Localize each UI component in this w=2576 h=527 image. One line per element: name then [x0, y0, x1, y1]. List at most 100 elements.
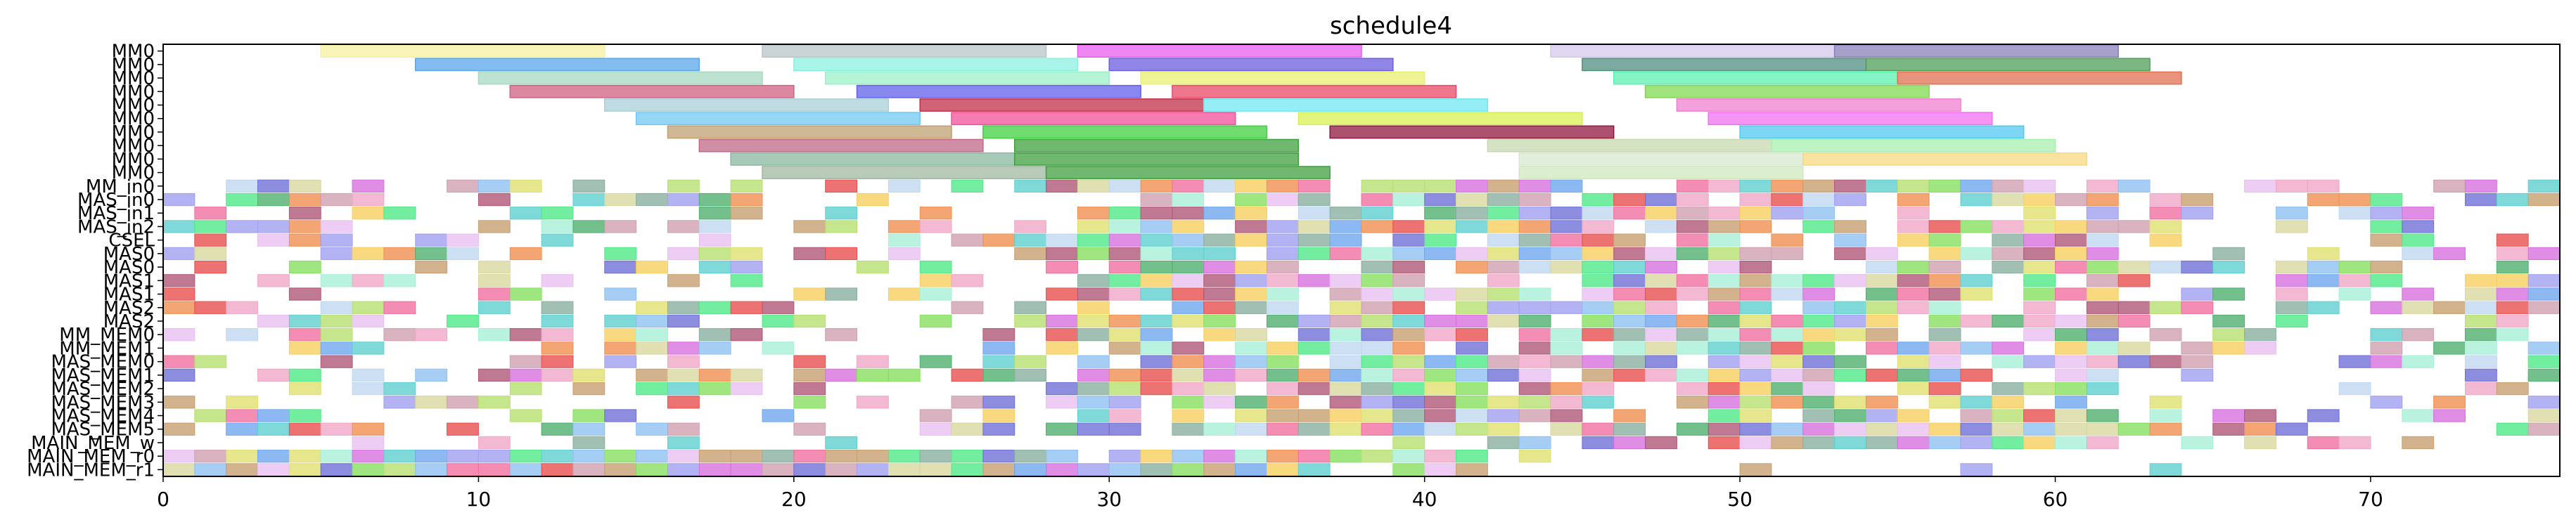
- task-block: [1865, 179, 1898, 193]
- task-block: [2433, 409, 2466, 422]
- task-block: [793, 220, 826, 233]
- task-block: [1865, 341, 1898, 355]
- task-block: [1172, 287, 1205, 301]
- task-block: [162, 450, 196, 463]
- task-block: [352, 274, 385, 287]
- task-block: [667, 314, 700, 328]
- task-block: [1802, 179, 1835, 193]
- task-block: [1802, 368, 1835, 382]
- task-block: [1392, 314, 1425, 328]
- task-block: [1329, 422, 1362, 436]
- task-block: [2181, 260, 2214, 274]
- task-block: [762, 409, 795, 422]
- task-block: [604, 314, 637, 328]
- task-block: [2433, 341, 2466, 355]
- task-block: [1361, 355, 1394, 368]
- task-block: [919, 260, 952, 274]
- task-block: [1550, 328, 1583, 341]
- task-block: [1297, 409, 1331, 422]
- task-block: [2338, 287, 2371, 301]
- task-block: [887, 247, 921, 261]
- task-block: [1582, 355, 1615, 368]
- task-block: [1487, 301, 1520, 314]
- task-block: [1802, 328, 1835, 341]
- task-block: [1203, 450, 1236, 463]
- task-block: [257, 220, 290, 233]
- task-block: [1392, 220, 1425, 233]
- task-block: [1329, 450, 1362, 463]
- task-block: [1456, 207, 1488, 220]
- task-block: [1140, 247, 1173, 261]
- task-block: [698, 341, 731, 355]
- task-block: [320, 274, 353, 287]
- task-block: [1329, 368, 1362, 382]
- task-block: [951, 396, 984, 409]
- task-block: [698, 382, 731, 396]
- task-bar: [1518, 152, 1804, 166]
- task-block: [288, 287, 321, 301]
- task-block: [226, 179, 259, 193]
- task-block: [1802, 287, 1835, 301]
- task-block: [1203, 247, 1236, 261]
- task-block: [1897, 409, 1930, 422]
- task-block: [2086, 301, 2119, 314]
- task-block: [1014, 450, 1047, 463]
- task-bar: [1613, 71, 1899, 85]
- task-block: [1392, 436, 1425, 450]
- task-block: [415, 396, 448, 409]
- task-block: [1297, 368, 1331, 382]
- task-block: [1928, 220, 1961, 233]
- task-block: [288, 328, 321, 341]
- task-block: [1739, 368, 1772, 382]
- task-block: [2023, 193, 2056, 207]
- task-block: [1865, 301, 1898, 314]
- task-block: [667, 355, 700, 368]
- task-block: [1108, 328, 1141, 341]
- task-block: [1456, 450, 1488, 463]
- task-block: [1645, 301, 1677, 314]
- task-block: [919, 314, 952, 328]
- task-bar: [667, 125, 952, 139]
- task-block: [2338, 382, 2371, 396]
- task-block: [1266, 247, 1299, 261]
- task-block: [1802, 396, 1835, 409]
- y-tick-label: MAIN_MEM_r1: [27, 460, 155, 481]
- task-block: [1203, 287, 1236, 301]
- task-block: [1077, 287, 1110, 301]
- task-block: [1046, 287, 1078, 301]
- task-block: [825, 368, 858, 382]
- task-block: [857, 396, 889, 409]
- task-block: [1456, 382, 1488, 396]
- task-block: [951, 463, 984, 476]
- task-block: [1928, 341, 1961, 355]
- task-block: [1329, 341, 1362, 355]
- task-block: [730, 301, 763, 314]
- task-block: [1392, 233, 1425, 247]
- y-tick-label: MM0: [112, 41, 155, 63]
- x-tick-label: 70: [2358, 488, 2383, 511]
- task-block: [2149, 422, 2182, 436]
- task-block: [982, 409, 1015, 422]
- task-block: [2464, 193, 2497, 207]
- task-block: [1140, 355, 1173, 368]
- task-block: [2338, 274, 2371, 287]
- task-block: [825, 287, 858, 301]
- task-block: [1992, 193, 2025, 207]
- task-block: [2055, 436, 2087, 450]
- task-block: [1739, 409, 1772, 422]
- task-block: [1424, 247, 1457, 261]
- task-block: [1676, 179, 1709, 193]
- task-block: [762, 450, 795, 463]
- task-block: [162, 368, 196, 382]
- task-block: [2181, 355, 2214, 368]
- task-block: [1897, 368, 1930, 382]
- task-block: [2275, 287, 2308, 301]
- task-block: [541, 368, 574, 382]
- task-bars: [162, 44, 2561, 476]
- task-block: [2496, 274, 2529, 287]
- task-block: [1676, 328, 1709, 341]
- task-block: [2023, 207, 2056, 220]
- y-tick-label: MM0: [112, 95, 155, 116]
- task-block: [887, 463, 921, 476]
- task-block: [1108, 179, 1141, 193]
